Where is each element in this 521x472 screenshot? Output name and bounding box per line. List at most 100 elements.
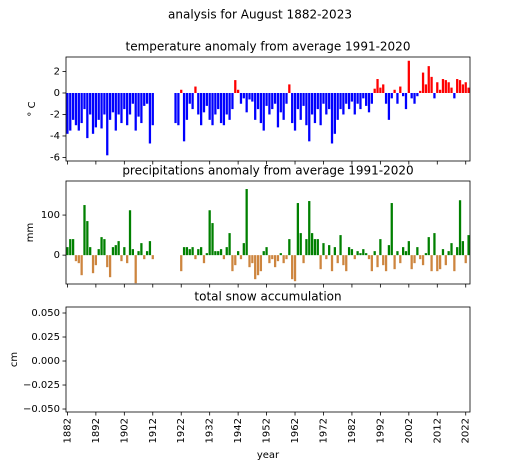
bar [379,239,382,256]
bar [265,92,268,106]
bar [285,92,288,104]
bar [251,255,254,264]
bar [248,255,251,268]
axes-frame [65,306,471,413]
bar [126,255,129,264]
bar [313,239,317,256]
bar [436,255,439,272]
y-tick-label: 100 [41,210,60,221]
bar [217,92,220,110]
bar [111,92,115,113]
bar [276,92,280,128]
bar [299,92,302,120]
bar [413,92,416,104]
bar [131,249,134,256]
x-tick-label: 1922 [176,418,187,443]
bar [404,251,408,256]
bar [399,255,402,264]
bar [194,255,197,260]
bar [191,92,194,110]
bar [296,92,300,110]
y-tick-label: -2 [50,109,60,120]
bar [225,247,228,256]
bar [228,92,231,120]
bar [182,92,186,142]
bar [140,243,143,256]
bar [242,92,245,99]
bar [219,92,223,124]
bar [80,255,83,276]
bar [77,92,80,131]
bar [123,92,126,110]
bar [114,92,117,131]
bar [293,255,297,282]
bar [71,92,75,120]
bar [222,255,226,260]
bar [339,235,342,256]
bar [91,92,95,134]
y-tick-label: -4 [50,131,60,142]
bar [296,203,300,256]
bar [208,210,211,256]
bar [370,255,373,272]
bar [126,92,129,126]
bar [308,92,311,142]
bar [419,255,422,260]
bar [461,241,465,256]
bar [427,66,430,93]
bar [313,92,317,124]
bar [362,92,365,99]
bar [305,92,308,126]
bar [396,251,399,256]
bar [450,243,453,256]
bar [94,92,98,128]
bar [214,251,217,256]
bar [89,92,92,115]
bar [464,255,467,264]
bar [86,92,89,139]
bar [140,92,143,124]
bar [282,255,285,264]
bar [333,92,336,134]
bar [387,92,391,120]
bar [350,249,354,256]
bar [365,92,368,106]
bar [339,92,342,110]
bar [453,92,456,99]
bar [373,88,376,93]
bar [461,84,465,93]
figure-title: analysis for August 1882-2023 [168,8,352,22]
bar [441,249,445,256]
bar [353,255,356,260]
bar [373,251,376,256]
bar [310,92,314,115]
bar [80,92,83,124]
bar [256,92,260,110]
bar [342,92,345,115]
bar [128,92,132,115]
bar [228,233,231,256]
x-tick-label: 1882 [62,418,73,443]
bar [248,92,251,100]
x-tick-label: 1992 [375,418,386,443]
bar [330,255,334,272]
bar [407,241,410,256]
bar [120,255,123,262]
bar [103,92,106,115]
bar [407,60,410,93]
bar [137,251,140,256]
bar [356,92,359,104]
bar [143,92,146,106]
bar [345,255,348,272]
bar [202,255,206,264]
bar [467,87,470,93]
bar [279,92,282,113]
subplot-title: total snow accumulation [194,290,341,304]
y-axis-label: mm [25,223,36,242]
bar [148,92,152,144]
y-tick-label: 0.050 [31,308,60,319]
bar [393,255,396,270]
bar [359,253,362,256]
bar [259,92,263,124]
bar [319,255,322,270]
